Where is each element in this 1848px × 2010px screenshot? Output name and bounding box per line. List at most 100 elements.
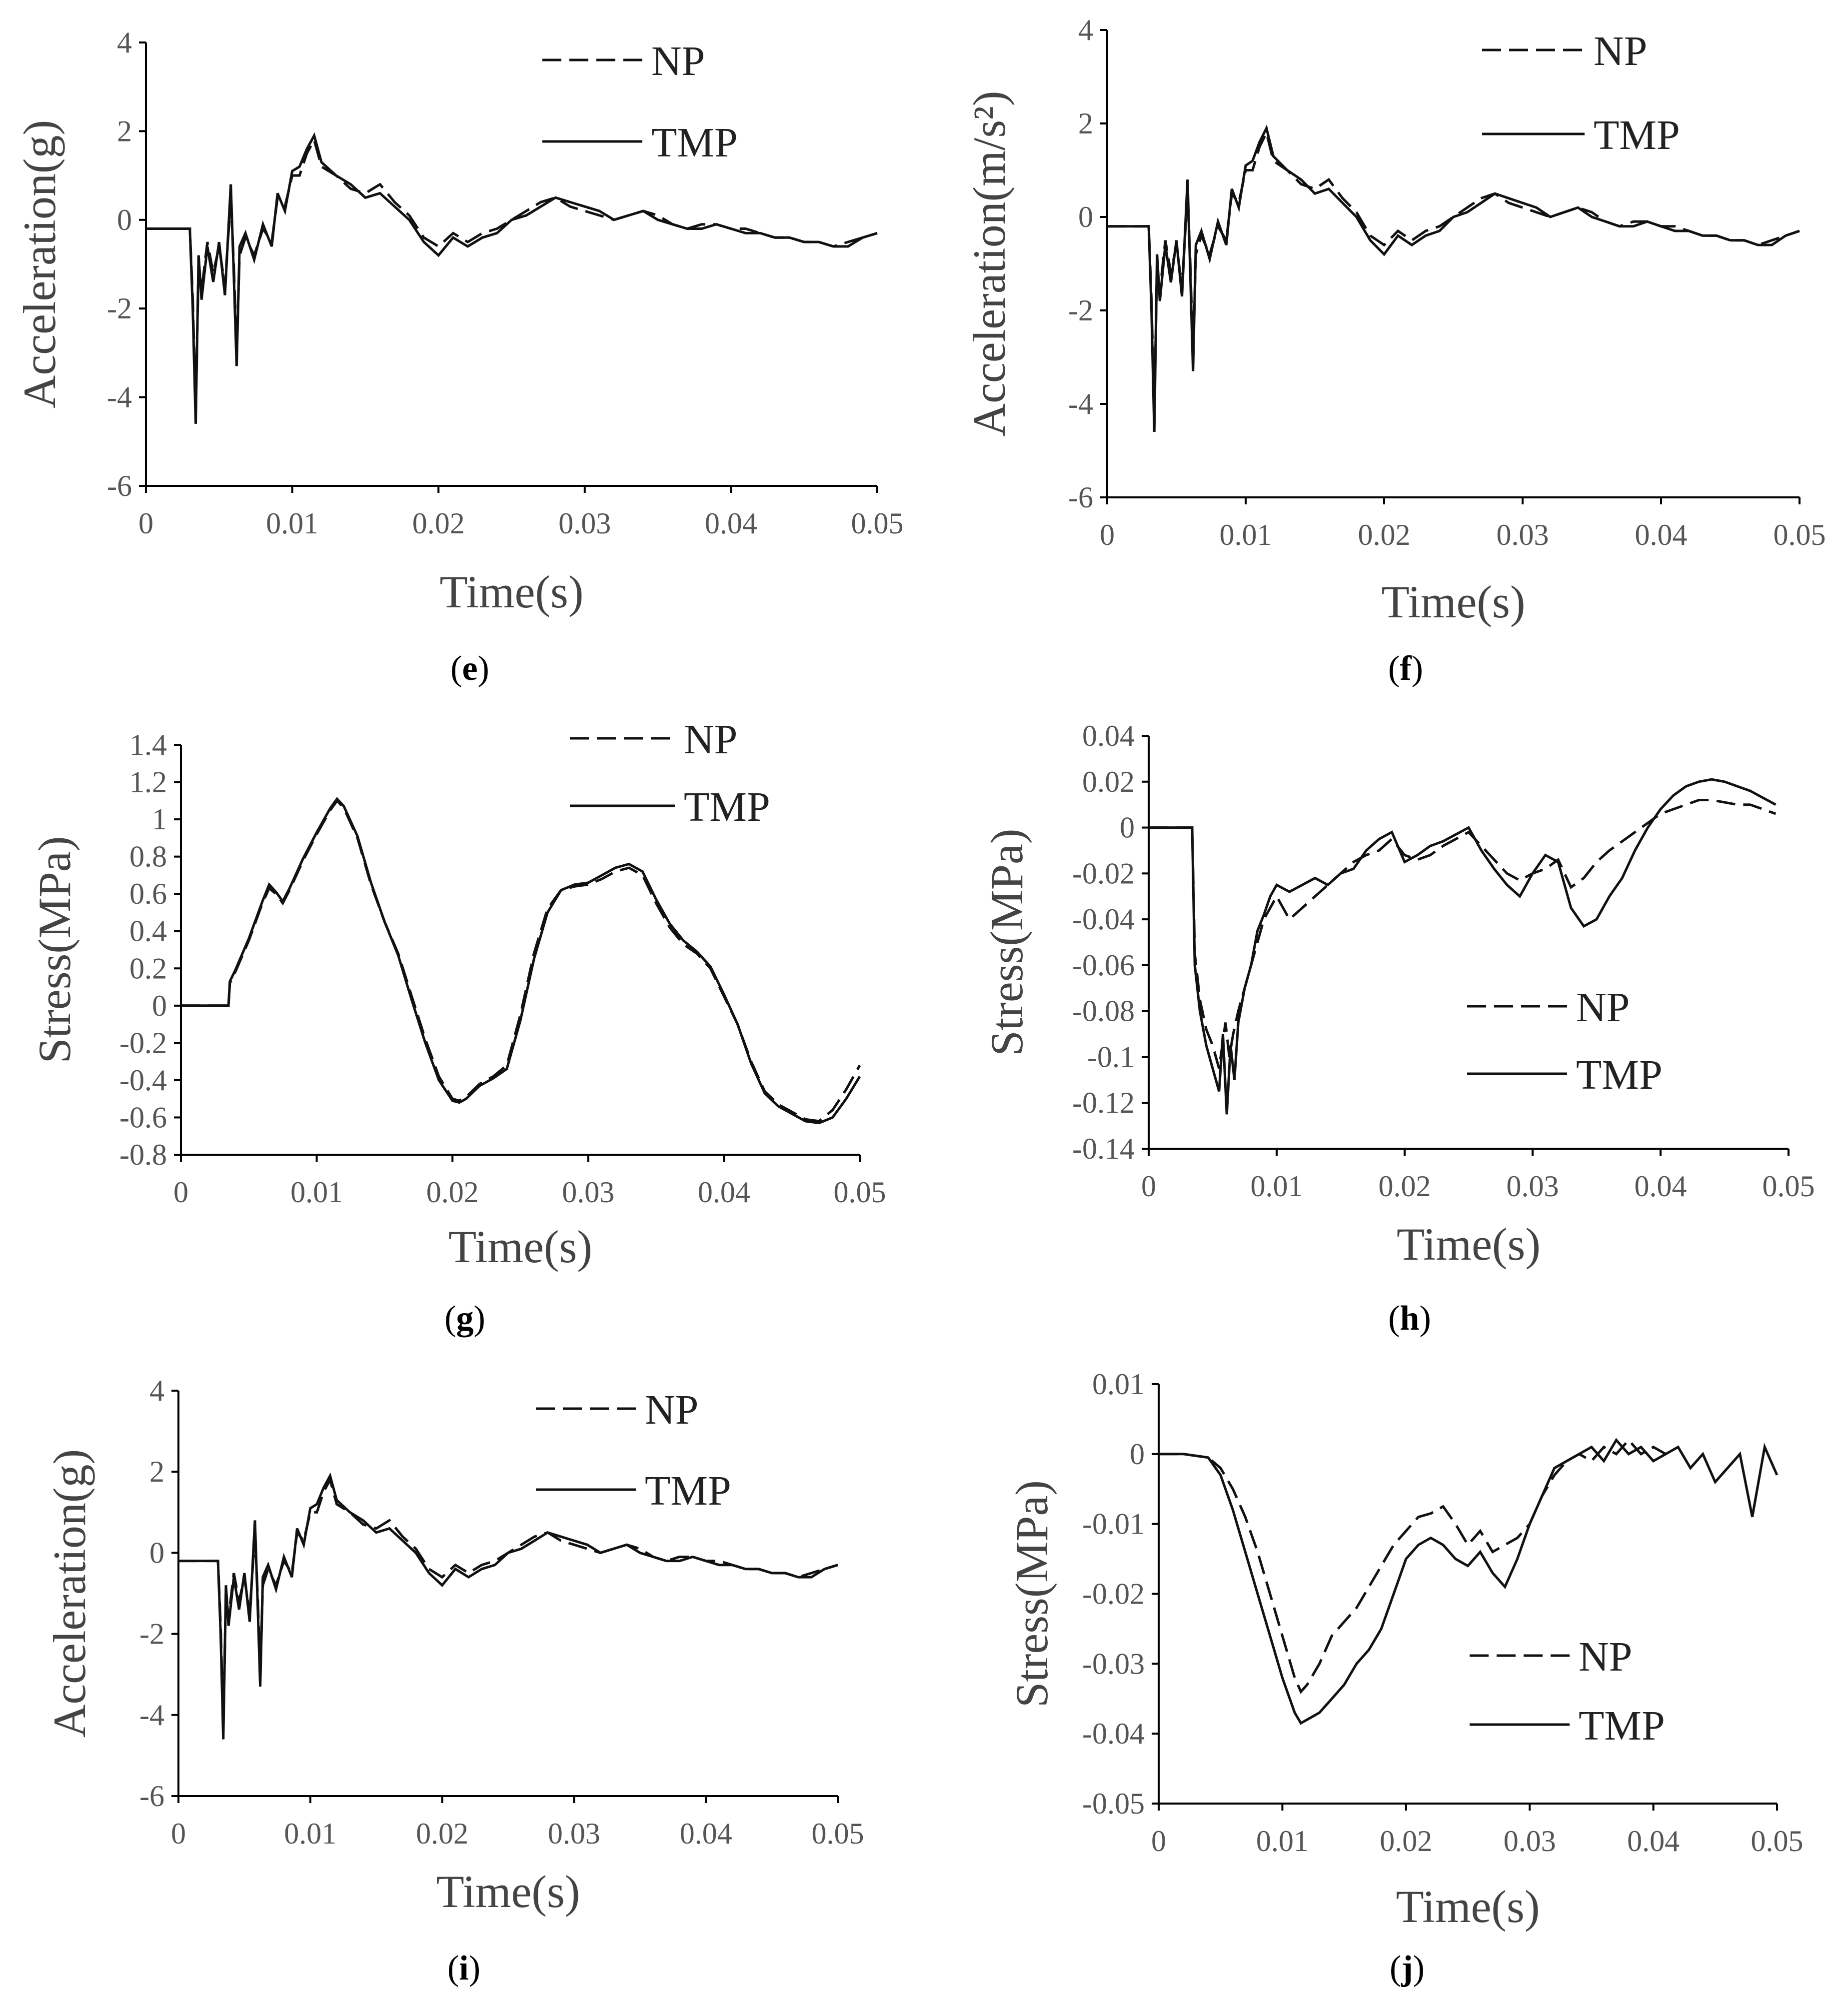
- legend-label-np: NP: [1579, 1634, 1632, 1680]
- y-tick-label: -0.03: [1082, 1647, 1145, 1680]
- y-tick-label: 0.01: [1092, 1368, 1145, 1401]
- series-line-np: [1149, 799, 1777, 1069]
- legend-label-np: NP: [1576, 984, 1630, 1031]
- legend-label-tmp: TMP: [651, 119, 738, 166]
- chart-panel-h: -0.14 -0.12 -0.1 -0.08 -0.06 -0.04 -0.02 0 0.02 0…: [981, 719, 1815, 1338]
- y-tick-label: 2: [149, 1455, 164, 1488]
- x-tick-label: 0.01: [284, 1817, 336, 1850]
- y-tick-label: -0.8: [119, 1138, 167, 1171]
- y-tick-label: 0.04: [1082, 719, 1135, 752]
- x-tick-label: 0.04: [1635, 1170, 1687, 1203]
- panel-letter: j: [1401, 1949, 1413, 1988]
- series-line-np: [1159, 1438, 1667, 1694]
- series-line-tmp: [1159, 1438, 1779, 1725]
- y-tick-label: -0.01: [1082, 1508, 1145, 1541]
- x-tick-label: 0.02: [426, 1176, 479, 1209]
- y-tick-label: -4: [1068, 387, 1093, 420]
- chart-panel-i: -6 -4 -2 0 2 4 0 0.01 0.02 0.03 0.04 0.05 Time(s) Acc…: [44, 1374, 864, 1988]
- x-tick-label: 0: [1151, 1825, 1166, 1858]
- panel-letter: e: [462, 649, 477, 688]
- y-axis-title: Acceleration(g): [14, 120, 65, 408]
- x-tick-label: 0.03: [548, 1817, 600, 1850]
- legend-label-tmp: TMP: [684, 784, 770, 830]
- chart-panel-e: -6 -4 -2 0 2 4 0 0.01 0.02 0.03 0.04 0.05 Time(s) Acc…: [14, 26, 904, 688]
- panel-caption: (h): [1388, 1299, 1431, 1338]
- y-axis-title: Stress(MPa): [981, 829, 1032, 1056]
- y-tick-label: -4: [107, 381, 132, 414]
- legend: NP TMP: [536, 1387, 731, 1514]
- y-tick-label: -0.04: [1072, 903, 1135, 936]
- x-tick-label: 0: [1100, 518, 1115, 551]
- y-tick-label: 0: [152, 989, 167, 1022]
- y-tick-label: 0: [149, 1536, 164, 1569]
- y-tick-label: -2: [1068, 294, 1093, 327]
- y-tick-label: -4: [139, 1699, 164, 1732]
- series-line-tmp: [1149, 778, 1777, 1115]
- x-tick-label: 0.01: [290, 1176, 343, 1209]
- x-tick-label: 0.05: [1751, 1825, 1804, 1858]
- y-tick-label: 0.8: [129, 840, 167, 873]
- series-line-tmp: [146, 132, 878, 424]
- x-tick-label: 0: [173, 1176, 188, 1209]
- x-tick-label: 0.03: [562, 1176, 614, 1209]
- y-tick-label: -2: [107, 292, 132, 325]
- x-tick-label: 0.03: [1497, 518, 1549, 551]
- x-tick-label: 0.04: [705, 507, 757, 540]
- y-tick-label: 1: [152, 803, 167, 836]
- series-line-tmp: [178, 1472, 838, 1740]
- legend-label-np: NP: [1594, 28, 1647, 74]
- legend: NP TMP: [1467, 984, 1663, 1098]
- x-tick-label: 0.04: [1635, 518, 1688, 551]
- y-axis-title: Stress(MPa): [29, 836, 80, 1064]
- y-tick-label: 0.02: [1082, 765, 1135, 798]
- chart-panel-j: -0.05 -0.04 -0.03 -0.02 -0.01 0 0.01 0 0.01 0.02 0…: [1006, 1368, 1804, 1988]
- y-tick-label: -0.02: [1082, 1578, 1145, 1611]
- x-tick-label: 0.03: [1504, 1825, 1556, 1858]
- series-line-np: [146, 136, 878, 411]
- legend: NP TMP: [1482, 28, 1680, 158]
- y-tick-label: 0: [117, 203, 132, 236]
- series-line-np: [181, 798, 861, 1123]
- legend-label-tmp: TMP: [645, 1468, 731, 1514]
- series-line-tmp: [181, 797, 861, 1125]
- y-tick-label: 0.2: [129, 952, 167, 985]
- legend: NP TMP: [570, 716, 770, 830]
- legend-label-np: NP: [684, 716, 737, 763]
- y-tick-label: 4: [149, 1374, 164, 1407]
- panel-letter: g: [456, 1299, 474, 1338]
- y-tick-label: -0.12: [1072, 1086, 1135, 1119]
- y-tick-label: 1.4: [129, 728, 167, 761]
- x-tick-label: 0.05: [812, 1817, 864, 1850]
- x-tick-label: 0.01: [1251, 1170, 1303, 1203]
- y-tick-label: 4: [1078, 13, 1093, 46]
- panel-letter: i: [459, 1949, 468, 1988]
- y-tick-label: -0.2: [119, 1026, 167, 1059]
- x-tick-label: 0.01: [266, 507, 318, 540]
- x-axis-title: Time(s): [448, 1221, 592, 1272]
- panel-caption: (f): [1388, 649, 1423, 688]
- y-tick-label: 1.2: [129, 766, 167, 799]
- panel-caption: (j): [1390, 1949, 1425, 1988]
- x-tick-label: 0.02: [1380, 1825, 1432, 1858]
- x-tick-label: 0.04: [1627, 1825, 1680, 1858]
- x-axis-title: Time(s): [1382, 576, 1526, 627]
- x-tick-label: 0.01: [1220, 518, 1272, 551]
- x-tick-label: 0.04: [698, 1176, 750, 1209]
- x-tick-label: 0: [1141, 1170, 1156, 1203]
- chart-panel-f: -6 -4 -2 0 2 4 0 0.01 0.02 0.03 0.04 0.05 Time(s) Acc…: [964, 13, 1826, 688]
- y-tick-label: -6: [107, 469, 132, 502]
- y-tick-label: -0.08: [1072, 995, 1135, 1028]
- y-tick-label: 0.6: [129, 877, 167, 910]
- panel-letter: h: [1400, 1299, 1420, 1338]
- y-tick-label: -6: [1068, 481, 1093, 514]
- y-tick-label: 4: [117, 26, 132, 59]
- x-tick-label: 0.05: [1763, 1170, 1815, 1203]
- y-tick-label: -0.06: [1072, 949, 1135, 982]
- panel-letter: f: [1400, 649, 1412, 688]
- legend-label-tmp: TMP: [1594, 112, 1680, 158]
- y-axis-title: Acceleration(m/s²): [964, 91, 1015, 437]
- x-tick-label: 0.01: [1256, 1825, 1309, 1858]
- y-tick-label: -2: [139, 1618, 164, 1651]
- x-tick-label: 0.02: [412, 507, 465, 540]
